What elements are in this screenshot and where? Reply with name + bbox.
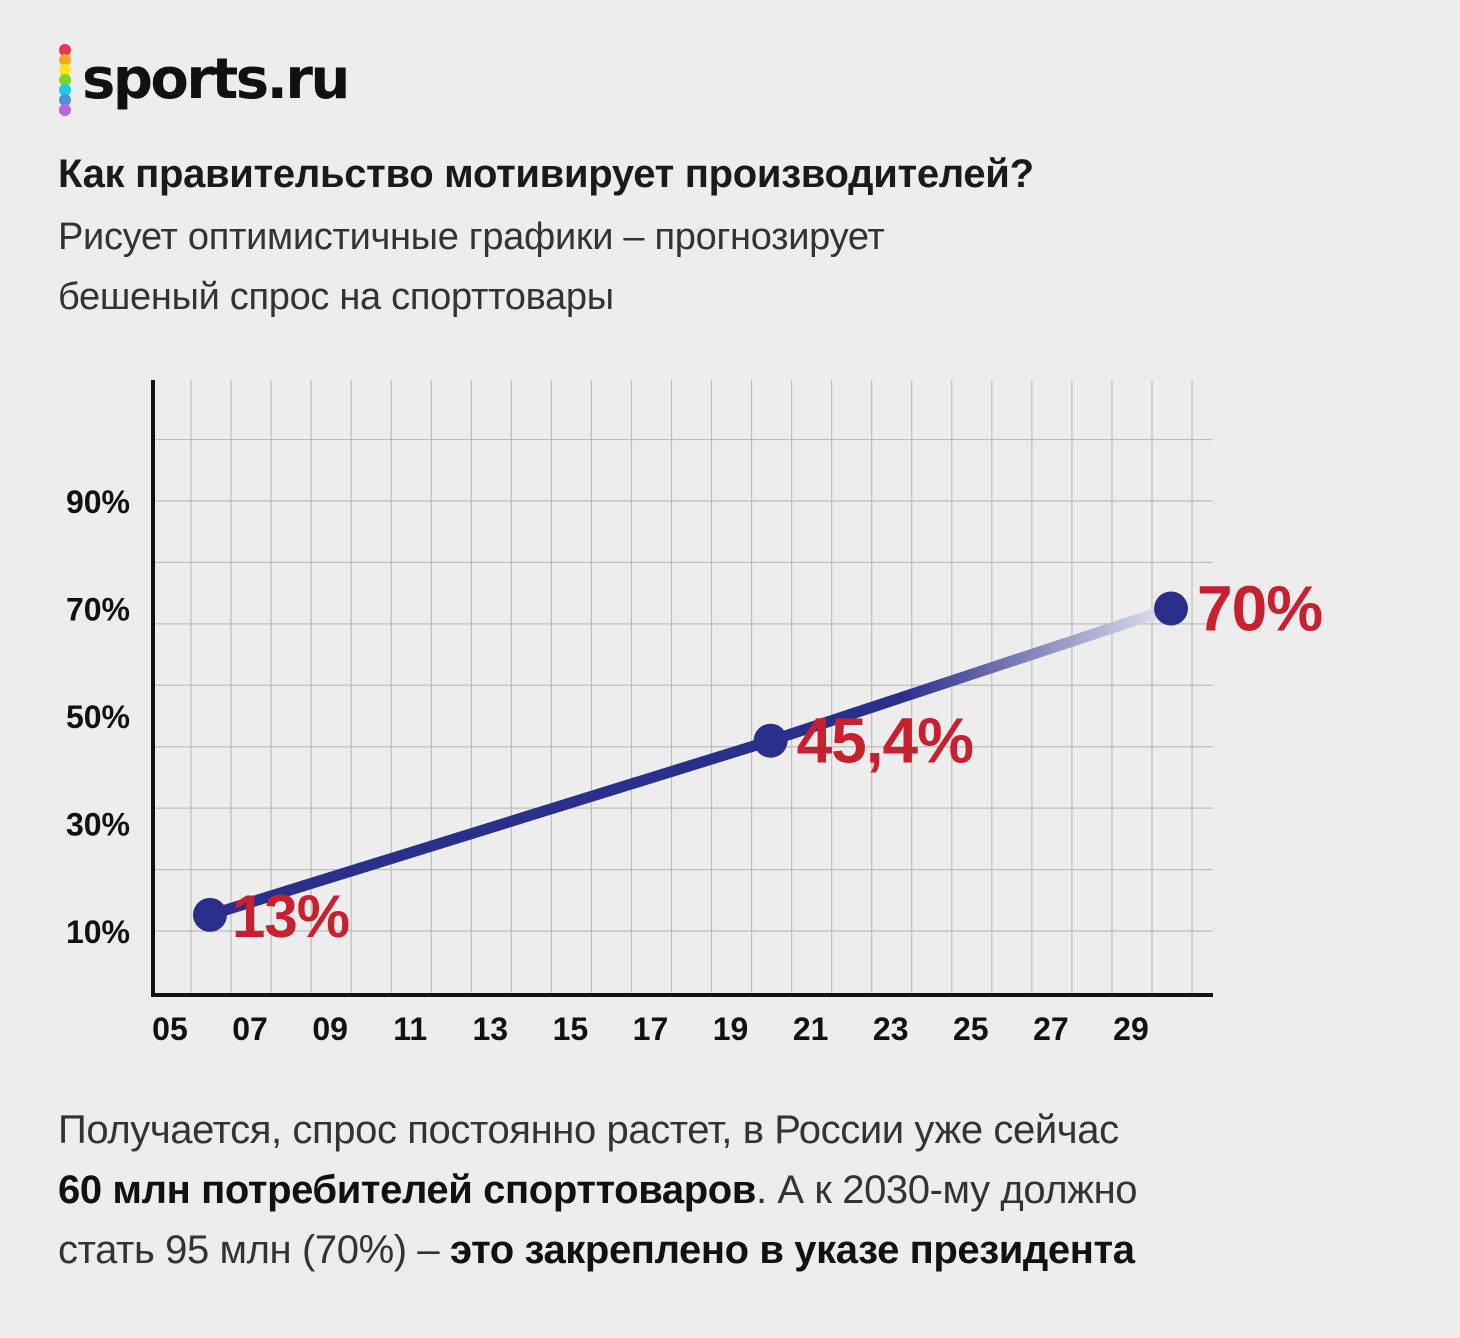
data-point: [1154, 591, 1188, 626]
subtitle-line-1: Рисует оптимистичные графики – прогнозир…: [58, 216, 885, 258]
x-tick-label: 27: [1033, 1011, 1069, 1047]
demand-line-chart: 10% 30% 50% 70% 90% 05 07 09 11 13 15 17 19 21 23 25 27 2…: [66, 380, 1323, 1047]
x-tick-label: 15: [553, 1011, 589, 1047]
y-tick-label: 70%: [66, 592, 130, 628]
x-tick-label: 17: [633, 1011, 669, 1047]
data-label: 13%: [232, 883, 349, 950]
footer-line-2-rest: . А к 2030-му должно: [755, 1168, 1138, 1212]
y-tick-label: 30%: [66, 807, 130, 843]
x-tick-label: 13: [472, 1011, 508, 1047]
data-point: [193, 897, 227, 932]
footer-line-1: Получается, спрос постоянно растет, в Ро…: [58, 1108, 1119, 1152]
sports-ru-logo: sports.ru: [58, 40, 350, 120]
x-tick-label: 29: [1113, 1011, 1149, 1047]
x-tick-label: 23: [873, 1011, 909, 1047]
x-tick-label: 11: [393, 1011, 427, 1047]
series-line: [204, 603, 1177, 921]
x-tick-label: 21: [793, 1011, 829, 1047]
footer-line-3: стать 95 млн (70%) – это закреплено в ук…: [58, 1228, 1135, 1273]
x-tick-label: 09: [312, 1011, 348, 1047]
footer-bold-decree: это закреплено в указе президента: [449, 1228, 1135, 1272]
footer-line-3-start: стать 95 млн (70%) –: [58, 1228, 450, 1272]
headline: Как правительство мотивирует производите…: [58, 152, 1034, 196]
data-label: 45,4%: [797, 705, 974, 777]
footer-line-2: 60 млн потребителей спорттоваров. А к 20…: [58, 1168, 1138, 1213]
subtitle-line-2: бешеный спрос на спорттовары: [58, 276, 614, 318]
x-tick-label: 07: [232, 1011, 268, 1047]
data-point: [753, 723, 788, 758]
footer-bold-consumers: 60 млн потребителей спорттоваров: [58, 1168, 756, 1212]
y-tick-label: 50%: [66, 699, 130, 735]
x-tick-label: 05: [152, 1011, 188, 1047]
x-tick-label: 19: [713, 1011, 749, 1047]
y-tick-label: 90%: [66, 484, 130, 520]
logo-wordmark: sports.ru: [82, 47, 350, 112]
data-label: 70%: [1197, 573, 1322, 645]
x-tick-label: 25: [953, 1011, 989, 1047]
logo-dots-icon: [58, 42, 72, 118]
y-tick-label: 10%: [66, 914, 130, 950]
